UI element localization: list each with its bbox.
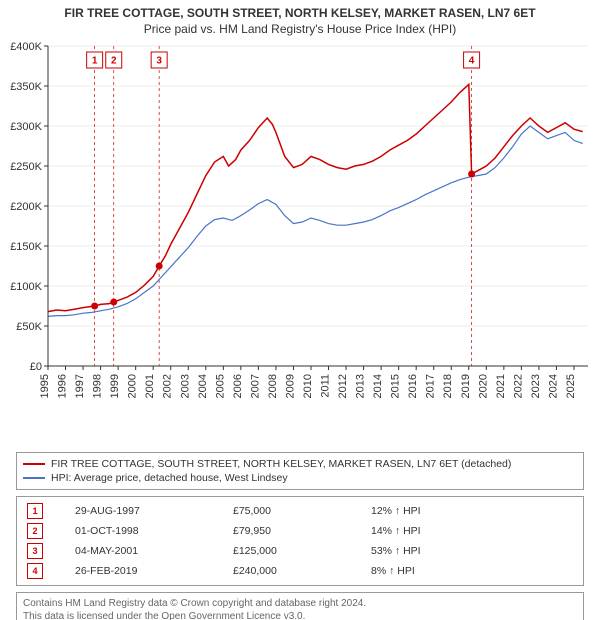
table-price: £75,000 (229, 501, 367, 521)
table-date: 26-FEB-2019 (71, 561, 229, 581)
x-tick-label: 2016 (407, 374, 419, 398)
x-tick-label: 1998 (92, 374, 104, 398)
table-marker: 2 (27, 523, 43, 539)
x-tick-label: 2013 (355, 374, 367, 398)
legend-swatch (23, 477, 45, 479)
marker-point (110, 299, 117, 306)
x-tick-label: 2019 (460, 374, 472, 398)
attribution-line2: This data is licensed under the Open Gov… (23, 610, 577, 620)
table-pct: 8% ↑ HPI (367, 561, 577, 581)
x-tick-label: 2021 (495, 374, 507, 398)
x-tick-label: 1996 (57, 374, 69, 398)
table-price: £240,000 (229, 561, 367, 581)
legend-label: FIR TREE COTTAGE, SOUTH STREET, NORTH KE… (51, 458, 511, 470)
y-tick-label: £200K (10, 201, 42, 213)
table-date: 01-OCT-1998 (71, 521, 229, 541)
marker-number: 4 (469, 56, 475, 67)
x-tick-label: 2007 (249, 374, 261, 398)
table-row: 2 01-OCT-1998£79,95014% ↑ HPI (23, 521, 577, 541)
table-pct: 53% ↑ HPI (367, 541, 577, 561)
x-tick-label: 1995 (39, 374, 51, 398)
table-pct: 12% ↑ HPI (367, 501, 577, 521)
y-tick-label: £150K (10, 241, 42, 253)
x-tick-label: 1997 (74, 374, 86, 398)
x-tick-label: 2023 (530, 374, 542, 398)
x-tick-label: 2000 (127, 374, 139, 398)
x-tick-label: 2025 (565, 374, 577, 398)
x-tick-label: 2020 (477, 374, 489, 398)
x-tick-label: 2015 (390, 374, 402, 398)
x-tick-label: 2005 (214, 374, 226, 398)
chart-title-block: FIR TREE COTTAGE, SOUTH STREET, NORTH KE… (0, 0, 600, 36)
table-price: £125,000 (229, 541, 367, 561)
x-tick-label: 2017 (425, 374, 437, 398)
x-tick-label: 2008 (267, 374, 279, 398)
x-tick-label: 2014 (372, 374, 384, 398)
x-tick-label: 2018 (442, 374, 454, 398)
legend-label: HPI: Average price, detached house, West… (51, 472, 288, 484)
y-tick-label: £250K (10, 161, 42, 173)
y-tick-label: £0 (30, 361, 42, 373)
x-tick-label: 2010 (302, 374, 314, 398)
x-tick-label: 2011 (320, 374, 332, 398)
chart-title-line1: FIR TREE COTTAGE, SOUTH STREET, NORTH KE… (0, 6, 600, 20)
attribution-box: Contains HM Land Registry data © Crown c… (16, 592, 584, 620)
x-tick-label: 2009 (284, 374, 296, 398)
chart-title-line2: Price paid vs. HM Land Registry's House … (0, 22, 600, 36)
table-marker: 3 (27, 543, 43, 559)
transactions-table: 1 29-AUG-1997£75,00012% ↑ HPI 2 01-OCT-1998… (16, 496, 584, 586)
x-tick-label: 2004 (197, 374, 209, 398)
table-row: 3 04-MAY-2001£125,00053% ↑ HPI (23, 541, 577, 561)
marker-point (91, 303, 98, 310)
x-tick-label: 2022 (512, 374, 524, 398)
legend-swatch (23, 463, 45, 465)
legend-row: HPI: Average price, detached house, West… (23, 471, 577, 485)
x-tick-label: 2001 (144, 374, 156, 398)
chart-svg: £0 £50K £100K £150K £200K £250K £300K £350K £400… (0, 36, 600, 446)
table-date: 04-MAY-2001 (71, 541, 229, 561)
y-tick-label: £350K (10, 81, 42, 93)
marker-point (468, 171, 475, 178)
x-tick-label: 2002 (162, 374, 174, 398)
table-date: 29-AUG-1997 (71, 501, 229, 521)
marker-number: 1 (92, 56, 98, 67)
marker-number: 2 (111, 56, 117, 67)
x-tick-label: 2006 (232, 374, 244, 398)
table-price: £79,950 (229, 521, 367, 541)
chart-area: £0 £50K £100K £150K £200K £250K £300K £350K £400… (0, 36, 600, 446)
legend-row: FIR TREE COTTAGE, SOUTH STREET, NORTH KE… (23, 457, 577, 471)
y-tick-label: £100K (10, 281, 42, 293)
x-tick-label: 2012 (337, 374, 349, 398)
table-marker: 1 (27, 503, 43, 519)
table-row: 4 26-FEB-2019£240,0008% ↑ HPI (23, 561, 577, 581)
legend-box: FIR TREE COTTAGE, SOUTH STREET, NORTH KE… (16, 452, 584, 490)
table-pct: 14% ↑ HPI (367, 521, 577, 541)
x-tick-label: 2003 (179, 374, 191, 398)
marker-point (156, 263, 163, 270)
x-tick-label: 1999 (109, 374, 121, 398)
attribution-line1: Contains HM Land Registry data © Crown c… (23, 597, 577, 610)
y-tick-label: £300K (10, 121, 42, 133)
table-row: 1 29-AUG-1997£75,00012% ↑ HPI (23, 501, 577, 521)
x-tick-label: 2024 (547, 374, 559, 398)
marker-number: 3 (156, 56, 162, 67)
table-marker: 4 (27, 563, 43, 579)
y-tick-label: £400K (10, 41, 42, 53)
y-tick-label: £50K (16, 321, 42, 333)
